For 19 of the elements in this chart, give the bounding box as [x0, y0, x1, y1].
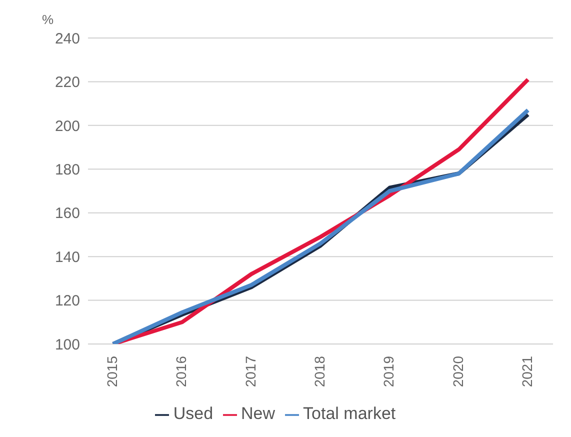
legend-label: Total market [303, 404, 396, 423]
x-tick-label: 2018 [311, 356, 328, 388]
y-tick-label: 100 [54, 336, 80, 354]
y-tick-label: 120 [54, 292, 80, 310]
legend-label: New [241, 404, 276, 423]
y-tick-label: 200 [54, 118, 80, 135]
x-tick-label: 2020 [450, 356, 466, 388]
x-tick-label: 2016 [173, 356, 190, 388]
y-tick-label: 180 [54, 161, 80, 178]
x-tick-label: 2017 [242, 356, 258, 388]
y-tick-label: 220 [54, 74, 80, 92]
x-tick-label: 2015 [104, 356, 120, 388]
y-tick-label: 240 [54, 30, 80, 48]
y-axis-title: % [42, 12, 54, 27]
x-tick-label: 2019 [380, 356, 397, 388]
legend-label: Used [173, 404, 214, 423]
y-tick-label: 160 [54, 205, 80, 222]
x-tick-label: 2021 [518, 356, 535, 388]
y-tick-label: 140 [54, 248, 80, 266]
